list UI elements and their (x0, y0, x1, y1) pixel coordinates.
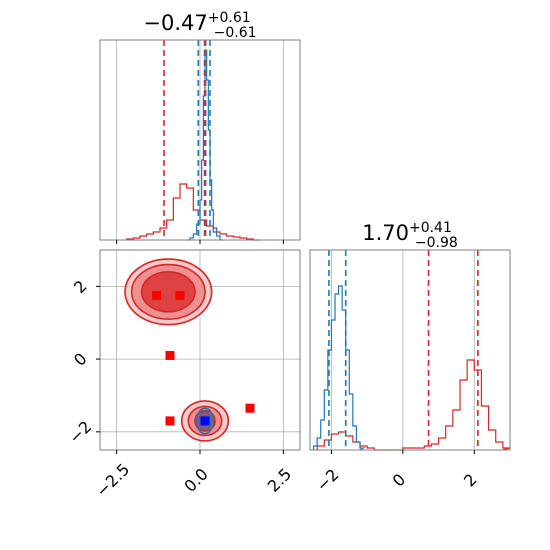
scatter-point (152, 290, 162, 300)
scatter-point (165, 416, 175, 426)
contour-level (140, 271, 196, 313)
right-title-main: 1.70 (362, 221, 409, 245)
scatter-point (200, 416, 210, 426)
top-title-sub: −0.61 (214, 25, 257, 41)
x-tick-label: 0 (389, 470, 410, 491)
top-panel-title: −0.47+0.61 −0.61 (143, 10, 256, 41)
x-tick-label: 2 (460, 470, 481, 491)
scatter-point (175, 290, 185, 300)
x-tick-label: −2 (312, 465, 342, 495)
axes-frame (309, 249, 511, 451)
histogram-series (126, 183, 260, 241)
right-title-sup: +0.41 (409, 220, 452, 236)
right-title-sub: −0.98 (415, 235, 458, 251)
histogram-series (186, 49, 224, 241)
bottom-left-2d-panel: −2.5 0.0 2.5 −2 0 2 (65, 249, 301, 501)
top-title-sup: +0.61 (208, 10, 251, 26)
top-title-main: −0.47 (143, 11, 207, 35)
x-tick-label: 0.0 (180, 464, 211, 495)
contour-level (195, 407, 215, 435)
y-tick-label: 0 (70, 349, 91, 370)
bottom-right-histogram-panel: −2 0 2 (309, 249, 511, 495)
contour-level (198, 411, 212, 431)
scatter-point (165, 350, 175, 360)
y-tick-label: −2 (65, 417, 95, 447)
right-panel-title: 1.70+0.41 −0.98 (362, 220, 458, 251)
histogram-series (312, 285, 366, 451)
y-tick-label: 2 (70, 276, 91, 297)
x-tick-label: −2.5 (92, 460, 133, 501)
x-tick-label: 2.5 (264, 464, 295, 495)
top-left-histogram-panel (99, 39, 301, 244)
scatter-point (245, 403, 255, 413)
